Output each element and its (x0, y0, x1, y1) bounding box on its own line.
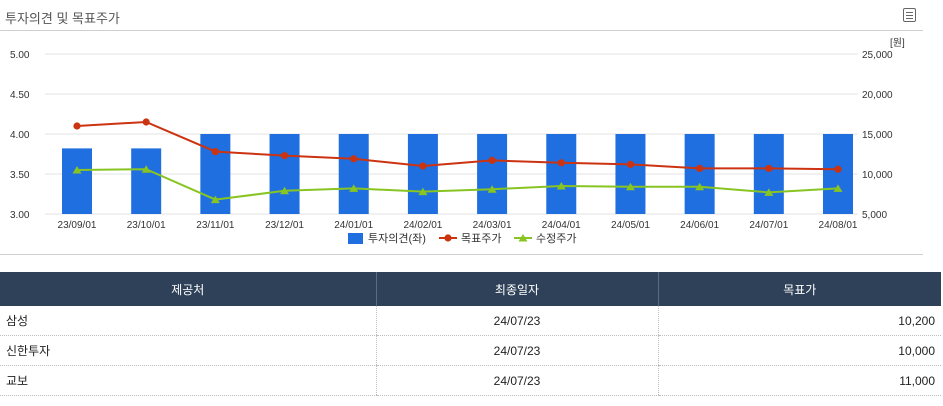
opinion-bar (753, 134, 784, 214)
left-axis-tick-label: 3.00 (10, 210, 30, 221)
series-point (142, 118, 150, 126)
left-axis-tick-label: 3.50 (10, 170, 30, 181)
legend-label: 목표주가 (461, 232, 501, 245)
target-price-cell: 11,000 (657, 365, 941, 396)
x-axis-tick-label: 23/09/01 (58, 220, 97, 231)
menu-icon[interactable] (903, 8, 916, 22)
x-axis-tick-label: 24/01/01 (334, 220, 373, 231)
series-point (696, 164, 704, 172)
series-point (419, 162, 427, 170)
table-row: 신한투자 24/07/23 10,000 (0, 335, 941, 366)
opinion-target-price-chart: 3.00 3.50 4.00 4.50 5.00 5,000 10,000 15,000 20,… (10, 37, 905, 245)
right-axis-tick-label: 10,000 (862, 170, 893, 181)
series-point (834, 165, 842, 173)
opinion-bar (477, 134, 508, 214)
x-axis-tick-label: 24/07/01 (749, 220, 788, 231)
left-axis-tick-label: 4.00 (10, 130, 30, 141)
series-point (73, 122, 81, 130)
left-axis-tick-label: 5.00 (10, 50, 30, 61)
series-point (211, 148, 219, 156)
opinion-bar (546, 134, 577, 214)
legend-marker (518, 234, 528, 242)
series-point (626, 160, 635, 168)
opinion-bar (615, 134, 646, 214)
series-line (76, 120, 839, 171)
legend-label: 수정주가 (536, 232, 576, 245)
x-axis-tick-label: 24/08/01 (819, 220, 858, 231)
opinion-bar (823, 134, 853, 214)
x-axis-tick-label: 24/04/01 (542, 220, 581, 231)
x-axis-tick-label: 24/06/01 (680, 220, 719, 231)
section-header: 투자의견 및 목표주가 (0, 0, 923, 31)
target-price-cell: 10,200 (657, 306, 941, 336)
column-header-target-price: 목표가 (657, 272, 941, 306)
series-point (72, 166, 82, 174)
right-axis-tick-label: 5,000 (862, 210, 887, 221)
provider-cell: 교보 (0, 365, 376, 396)
series-point (280, 186, 290, 195)
date-cell: 24/07/23 (375, 335, 658, 366)
series-point (557, 159, 565, 167)
opinion-bar (62, 148, 92, 214)
series-point (487, 185, 497, 193)
right-axis-tick-label: 20,000 (862, 90, 893, 101)
x-axis-tick-label: 24/03/01 (473, 220, 512, 231)
series-point (210, 195, 220, 204)
opinion-bar (338, 134, 369, 214)
opinion-bar (407, 134, 438, 214)
series-point (141, 165, 151, 173)
table-row: 교보 24/07/23 11,000 (0, 365, 941, 396)
series-point (280, 152, 289, 160)
column-header-date: 최종일자 (375, 272, 658, 306)
series-point (418, 187, 428, 196)
date-cell: 24/07/23 (375, 365, 658, 396)
series-point (765, 164, 773, 172)
table-header-row: 제공처 최종일자 목표가 (0, 272, 941, 306)
right-axis-tick-label: 25,000 (862, 50, 893, 61)
provider-cell: 삼성 (0, 306, 376, 336)
series-line (76, 168, 839, 201)
target-price-cell: 10,000 (657, 335, 941, 366)
series-point (488, 156, 496, 164)
series-point (556, 182, 566, 190)
opinion-bar (684, 134, 715, 214)
series-point (695, 182, 705, 191)
x-axis-tick-label: 23/12/01 (265, 220, 304, 231)
x-axis-tick-label: 24/05/01 (611, 220, 650, 231)
legend-marker (444, 234, 452, 242)
opinion-bar (269, 134, 300, 214)
legend-label: 투자의견(좌) (368, 232, 426, 245)
series-point (350, 155, 358, 163)
series-point (833, 184, 843, 192)
left-axis-tick-label: 4.50 (10, 90, 30, 101)
table-row: 삼성 24/07/23 10,200 (0, 306, 941, 336)
date-cell: 24/07/23 (375, 306, 658, 336)
chart-divider (0, 254, 923, 255)
x-axis-tick-label: 23/11/01 (196, 220, 235, 231)
right-axis-unit: [원] (890, 37, 905, 49)
series-point (625, 182, 635, 191)
x-axis-tick-label: 24/02/01 (403, 220, 442, 231)
series-point (764, 188, 774, 196)
column-header-provider: 제공처 (0, 272, 376, 306)
series-point (349, 184, 359, 192)
opinion-bar (131, 148, 162, 214)
right-axis-tick-label: 15,000 (862, 130, 893, 141)
section-title: 투자의견 및 목표주가 (5, 11, 120, 26)
legend-swatch (348, 233, 363, 244)
provider-cell: 신한투자 (0, 335, 376, 366)
target-price-table: 제공처 최종일자 목표가 삼성 24/07/23 10,200 신한투자 24/… (0, 272, 941, 396)
x-axis-tick-label: 23/10/01 (127, 220, 166, 231)
